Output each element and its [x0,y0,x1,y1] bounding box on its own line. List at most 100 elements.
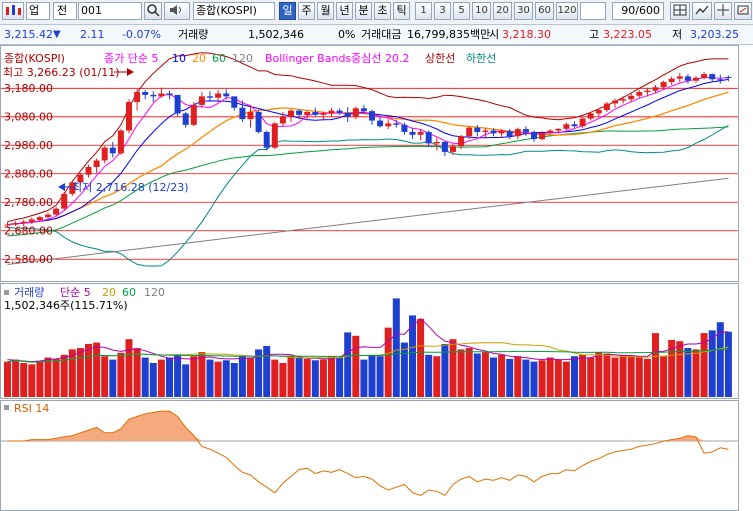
candle-body[interactable] [441,141,448,152]
candle-body[interactable] [12,223,19,225]
candle-body[interactable] [255,112,262,132]
candle-body[interactable] [279,116,286,124]
period-day[interactable]: 일 [279,2,296,20]
candle-body[interactable] [142,92,149,95]
candle-body[interactable] [45,214,51,218]
chart-settings-icon[interactable] [734,2,752,20]
count-input[interactable]: 90/600 [612,2,664,20]
volume-bar[interactable] [700,333,708,397]
candle-body[interactable] [223,93,230,97]
interval-1[interactable]: 1 [415,2,432,20]
volume-bar[interactable] [36,360,44,397]
candle-body[interactable] [207,96,213,98]
candle-body[interactable] [28,219,35,222]
candle-body[interactable] [360,108,367,112]
candle-body[interactable] [247,112,254,120]
volume-bar[interactable] [627,356,635,397]
price-panel[interactable] [0,45,739,282]
candle-body[interactable] [603,103,610,111]
candle-body[interactable] [701,74,708,78]
candle-body[interactable] [263,131,270,148]
candle-body[interactable] [288,110,294,117]
candle-body[interactable] [490,130,497,134]
volume-bar[interactable] [141,357,149,397]
volume-bar[interactable] [635,357,643,397]
volume-bar[interactable] [595,352,603,397]
volume-bar[interactable] [724,331,732,397]
period-week[interactable]: 주 [298,2,315,20]
volume-bar[interactable] [279,363,287,397]
volume-bar[interactable] [230,363,238,397]
candle-body[interactable] [482,130,489,132]
volume-bar[interactable] [457,349,465,397]
search-icon[interactable] [144,2,162,20]
candle-body[interactable] [636,92,643,96]
candle-body[interactable] [717,79,724,81]
volume-bar[interactable] [554,359,562,397]
volume-bar[interactable] [652,333,659,397]
volume-bar[interactable] [85,343,92,397]
candle-body[interactable] [312,112,319,115]
volume-bar[interactable] [409,315,416,397]
volume-bar[interactable] [692,349,700,397]
candle-body[interactable] [620,99,627,101]
interval-3[interactable]: 3 [434,2,451,20]
volume-bar[interactable] [708,330,716,397]
candle-body[interactable] [385,123,392,127]
volume-bar[interactable] [174,354,182,397]
candle-body[interactable] [393,123,400,125]
candle-body[interactable] [539,132,546,140]
volume-bar[interactable] [117,352,125,397]
volume-bar[interactable] [76,348,84,397]
volume-bar[interactable] [52,358,60,397]
volume-bar[interactable] [198,352,206,397]
candle-body[interactable] [514,129,521,137]
volume-bar[interactable] [255,349,263,397]
volume-bar[interactable] [441,343,449,397]
period-month[interactable]: 월 [317,2,334,20]
interval-10[interactable]: 10 [472,2,491,20]
candle-body[interactable] [239,107,246,120]
volume-bar[interactable] [109,359,117,397]
volume-bar[interactable] [611,357,619,397]
candle-body[interactable] [271,123,278,148]
candle-body[interactable] [668,78,675,83]
volume-bar[interactable] [206,359,214,397]
volume-bar[interactable] [449,339,457,397]
candle-body[interactable] [304,112,311,115]
volume-bar[interactable] [182,364,190,397]
candle-body[interactable] [77,174,84,183]
candle-body[interactable] [547,130,554,133]
rsi-panel[interactable] [0,400,739,511]
candle-body[interactable] [466,127,473,137]
volume-bar[interactable] [392,298,400,397]
code-input[interactable]: 001 [78,2,142,20]
candle-body[interactable] [85,167,92,175]
volume-bar[interactable] [287,356,295,397]
volume-bar[interactable] [660,356,668,397]
volume-bar[interactable] [538,360,546,397]
volume-bar[interactable] [490,357,497,397]
candle-body[interactable] [320,113,327,115]
market-select[interactable]: 전 [53,2,77,20]
volume-bar[interactable] [643,358,651,397]
candle-body[interactable] [498,131,505,134]
candle-body[interactable] [36,217,43,221]
candle-body[interactable] [417,131,424,135]
volume-bar[interactable] [433,356,441,397]
candle-body[interactable] [409,131,416,135]
volume-bar[interactable] [247,357,254,397]
period-second[interactable]: 초 [374,2,391,20]
candle-body[interactable] [109,147,116,154]
interval-120[interactable]: 120 [556,2,578,20]
candle-body[interactable] [660,82,667,88]
candle-body[interactable] [53,208,60,215]
candle-body[interactable] [425,131,432,144]
volume-bar[interactable] [344,332,352,397]
volume-bar[interactable] [12,359,20,397]
candle-body[interactable] [587,113,594,119]
volume-bar[interactable] [190,356,198,397]
candle-body[interactable] [352,108,359,117]
candle-body[interactable] [595,110,602,114]
candle-body[interactable] [4,224,11,226]
